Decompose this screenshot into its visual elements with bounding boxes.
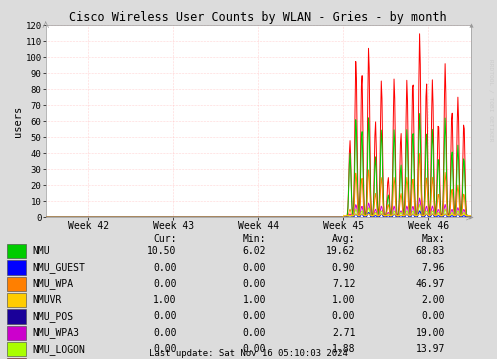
Text: 1.00: 1.00 (153, 295, 176, 305)
Text: 68.83: 68.83 (415, 246, 445, 256)
Text: 0.00: 0.00 (153, 344, 176, 354)
Text: 0.00: 0.00 (243, 328, 266, 338)
Bar (7, 277, 26, 291)
Text: 0.00: 0.00 (243, 262, 266, 272)
Text: 1.00: 1.00 (332, 295, 355, 305)
Text: 0.00: 0.00 (153, 328, 176, 338)
Text: 7.96: 7.96 (421, 262, 445, 272)
Bar (7, 309, 26, 323)
Text: 0.00: 0.00 (421, 312, 445, 321)
Text: 0.00: 0.00 (332, 312, 355, 321)
Text: Max:: Max: (421, 234, 445, 244)
Text: Last update: Sat Nov 16 05:10:03 2024: Last update: Sat Nov 16 05:10:03 2024 (149, 349, 348, 358)
Text: 0.00: 0.00 (243, 279, 266, 289)
Text: 46.97: 46.97 (415, 279, 445, 289)
Text: NMU: NMU (32, 246, 50, 256)
Text: 0.00: 0.00 (153, 279, 176, 289)
Text: NMU_WPA: NMU_WPA (32, 278, 74, 289)
Text: NMU_POS: NMU_POS (32, 311, 74, 322)
Text: Min:: Min: (243, 234, 266, 244)
Text: 2.00: 2.00 (421, 295, 445, 305)
Bar (7, 342, 26, 356)
Text: RRDTOOL / TOBI OETIKER: RRDTOOL / TOBI OETIKER (489, 59, 494, 142)
Bar (7, 293, 26, 307)
Text: 0.00: 0.00 (243, 344, 266, 354)
Text: 1.00: 1.00 (243, 295, 266, 305)
Text: NMU_WPA3: NMU_WPA3 (32, 327, 80, 338)
Text: Avg:: Avg: (332, 234, 355, 244)
Text: NMUVR: NMUVR (32, 295, 62, 305)
Bar (7, 260, 26, 275)
Text: 0.00: 0.00 (153, 262, 176, 272)
Text: 19.00: 19.00 (415, 328, 445, 338)
Bar (7, 358, 26, 359)
Text: 0.00: 0.00 (153, 312, 176, 321)
Text: 2.71: 2.71 (332, 328, 355, 338)
Text: 1.88: 1.88 (332, 344, 355, 354)
Text: 0.00: 0.00 (243, 312, 266, 321)
Text: 19.62: 19.62 (326, 246, 355, 256)
Bar (7, 326, 26, 340)
Text: Cur:: Cur: (153, 234, 176, 244)
Text: 6.02: 6.02 (243, 246, 266, 256)
Title: Cisco Wireless User Counts by WLAN - Gries - by month: Cisco Wireless User Counts by WLAN - Gri… (70, 11, 447, 24)
Text: 0.90: 0.90 (332, 262, 355, 272)
Bar (7, 244, 26, 258)
Text: NMU_GUEST: NMU_GUEST (32, 262, 85, 273)
Text: 7.12: 7.12 (332, 279, 355, 289)
Text: 13.97: 13.97 (415, 344, 445, 354)
Y-axis label: users: users (12, 106, 23, 137)
Text: NMU_LOGON: NMU_LOGON (32, 344, 85, 355)
Text: 10.50: 10.50 (147, 246, 176, 256)
